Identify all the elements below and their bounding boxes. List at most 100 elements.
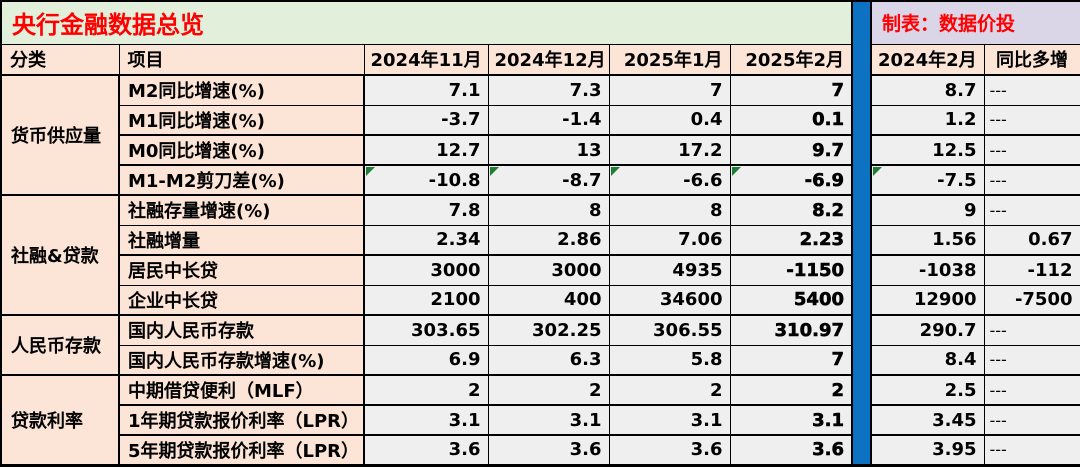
value-cell[interactable]: 3.6 xyxy=(363,434,489,466)
value-cell[interactable]: 306.55 xyxy=(608,314,731,346)
item-cell-m1-m2-gap[interactable]: M1-M2剪刀差(%) xyxy=(118,164,365,196)
page-title[interactable]: 央行金融数据总览 xyxy=(0,0,853,45)
value-cell[interactable]: -1150 xyxy=(729,254,853,286)
value-cell[interactable]: 0.4 xyxy=(608,104,731,136)
yoy-cell[interactable]: --- xyxy=(983,74,1080,106)
value-cell[interactable]: 2100 xyxy=(363,284,489,316)
value-cell[interactable]: -6.9 xyxy=(729,164,853,196)
value-cell[interactable]: 7 xyxy=(729,74,853,106)
value-cell[interactable]: 12.5 xyxy=(870,134,985,166)
item-cell-household-loans[interactable]: 居民中长贷 xyxy=(118,254,365,286)
value-cell[interactable]: 2.34 xyxy=(363,224,489,256)
value-cell[interactable]: 7 xyxy=(729,344,853,376)
value-cell[interactable]: -8.7 xyxy=(487,164,610,196)
value-cell[interactable]: 9 xyxy=(870,194,985,226)
value-cell[interactable]: -3.7 xyxy=(363,104,489,136)
value-cell[interactable]: 7.8 xyxy=(363,194,489,226)
value-cell[interactable]: -1.4 xyxy=(487,104,610,136)
value-cell[interactable]: 2 xyxy=(729,374,853,406)
yoy-cell[interactable]: --- xyxy=(983,314,1080,346)
value-cell[interactable]: 8.2 xyxy=(729,194,853,226)
value-cell[interactable]: 13 xyxy=(487,134,610,166)
column-header-2025-02[interactable]: 2025年2月 xyxy=(729,43,853,76)
value-cell[interactable]: 2 xyxy=(487,374,610,406)
yoy-cell[interactable]: --- xyxy=(983,344,1080,376)
column-header-2024-02[interactable]: 2024年2月 xyxy=(870,43,985,76)
value-cell[interactable]: 290.7 xyxy=(870,314,985,346)
value-cell[interactable]: 3.6 xyxy=(608,434,731,466)
value-cell[interactable]: 0.1 xyxy=(729,104,853,136)
value-cell[interactable]: 2.5 xyxy=(870,374,985,406)
item-cell-m2[interactable]: M2同比增速(%) xyxy=(118,74,365,106)
value-cell[interactable]: 2.23 xyxy=(729,224,853,256)
value-cell[interactable]: 3.95 xyxy=(870,434,985,466)
value-cell[interactable]: 8 xyxy=(608,194,731,226)
value-cell[interactable]: 400 xyxy=(487,284,610,316)
category-cell-money-supply[interactable]: 货币供应量 xyxy=(0,74,120,196)
category-cell-social-financing[interactable]: 社融&贷款 xyxy=(0,194,120,316)
column-header-2024-12[interactable]: 2024年12月 xyxy=(487,43,610,76)
value-cell[interactable]: -6.6 xyxy=(608,164,731,196)
value-cell[interactable]: 3.1 xyxy=(729,404,853,436)
yoy-cell[interactable]: --- xyxy=(983,404,1080,436)
value-cell[interactable]: 2 xyxy=(608,374,731,406)
value-cell[interactable]: 310.97 xyxy=(729,314,853,346)
value-cell[interactable]: 6.9 xyxy=(363,344,489,376)
item-cell-tsf-stock-growth[interactable]: 社融存量增速(%) xyxy=(118,194,365,226)
credit-label[interactable]: 制表：数据价投 xyxy=(870,0,1080,45)
value-cell[interactable]: 3.1 xyxy=(608,404,731,436)
value-cell[interactable]: 8.4 xyxy=(870,344,985,376)
value-cell[interactable]: 3.1 xyxy=(363,404,489,436)
yoy-cell[interactable]: --- xyxy=(983,104,1080,136)
value-cell[interactable]: 2.86 xyxy=(487,224,610,256)
yoy-cell[interactable]: -7500 xyxy=(983,284,1080,316)
value-cell[interactable]: 302.25 xyxy=(487,314,610,346)
yoy-cell[interactable]: --- xyxy=(983,434,1080,466)
column-header-2024-11[interactable]: 2024年11月 xyxy=(363,43,489,76)
value-cell[interactable]: 9.7 xyxy=(729,134,853,166)
value-cell[interactable]: 3.45 xyxy=(870,404,985,436)
value-cell[interactable]: 34600 xyxy=(608,284,731,316)
value-cell[interactable]: 7 xyxy=(608,74,731,106)
item-cell-lpr-1y[interactable]: 1年期贷款报价利率（LPR） xyxy=(118,404,365,436)
value-cell[interactable]: 3000 xyxy=(363,254,489,286)
value-cell[interactable]: 2 xyxy=(363,374,489,406)
value-cell[interactable]: 5400 xyxy=(729,284,853,316)
value-cell[interactable]: 7.3 xyxy=(487,74,610,106)
column-header-yoy[interactable]: 同比多增 xyxy=(983,43,1080,76)
item-cell-domestic-deposits[interactable]: 国内人民币存款 xyxy=(118,314,365,346)
value-cell[interactable]: 8.7 xyxy=(870,74,985,106)
category-cell-rmb-deposits[interactable]: 人民币存款 xyxy=(0,314,120,376)
value-cell[interactable]: 8 xyxy=(487,194,610,226)
category-cell-loan-rates[interactable]: 贷款利率 xyxy=(0,374,120,466)
item-cell-mlf[interactable]: 中期借贷便利（MLF） xyxy=(118,374,365,406)
value-cell[interactable]: 3.1 xyxy=(487,404,610,436)
value-cell[interactable]: 6.3 xyxy=(487,344,610,376)
column-header-item[interactable]: 项目 xyxy=(118,43,365,76)
value-cell[interactable]: 3.6 xyxy=(729,434,853,466)
value-cell[interactable]: 17.2 xyxy=(608,134,731,166)
item-cell-deposit-growth[interactable]: 国内人民币存款增速(%) xyxy=(118,344,365,376)
value-cell[interactable]: -7.5 xyxy=(870,164,985,196)
item-cell-m0[interactable]: M0同比增速(%) xyxy=(118,134,365,166)
value-cell[interactable]: 303.65 xyxy=(363,314,489,346)
item-cell-lpr-5y[interactable]: 5年期贷款报价利率（LPR） xyxy=(118,434,365,466)
item-cell-tsf-increment[interactable]: 社融增量 xyxy=(118,224,365,256)
value-cell[interactable]: 1.56 xyxy=(870,224,985,256)
yoy-cell[interactable]: --- xyxy=(983,374,1080,406)
value-cell[interactable]: 7.1 xyxy=(363,74,489,106)
value-cell[interactable]: 7.06 xyxy=(608,224,731,256)
value-cell[interactable]: -10.8 xyxy=(363,164,489,196)
yoy-cell[interactable]: --- xyxy=(983,194,1080,226)
value-cell[interactable]: 1.2 xyxy=(870,104,985,136)
value-cell[interactable]: 4935 xyxy=(608,254,731,286)
value-cell[interactable]: 12900 xyxy=(870,284,985,316)
yoy-cell[interactable]: --- xyxy=(983,164,1080,196)
value-cell[interactable]: -1038 xyxy=(870,254,985,286)
item-cell-m1[interactable]: M1同比增速(%) xyxy=(118,104,365,136)
yoy-cell[interactable]: --- xyxy=(983,134,1080,166)
value-cell[interactable]: 12.7 xyxy=(363,134,489,166)
column-header-2025-01[interactable]: 2025年1月 xyxy=(608,43,731,76)
yoy-cell[interactable]: 0.67 xyxy=(983,224,1080,256)
column-header-category[interactable]: 分类 xyxy=(0,43,120,76)
